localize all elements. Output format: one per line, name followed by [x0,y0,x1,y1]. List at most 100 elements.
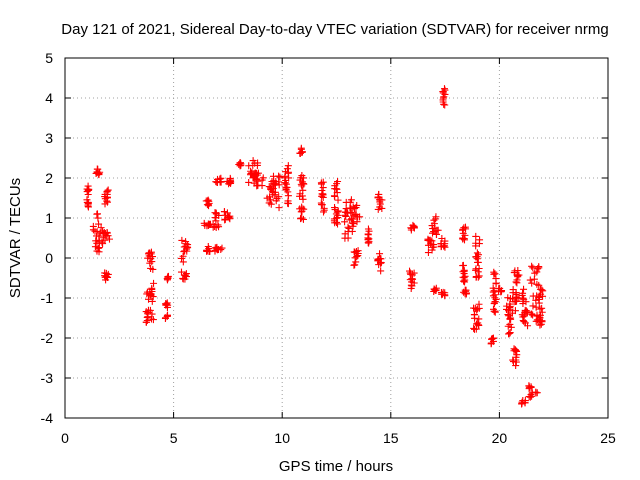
data-point [349,222,357,230]
data-point [460,266,468,274]
data-point [317,199,325,207]
data-point [226,178,234,186]
data-point [459,268,467,276]
data-point [97,224,105,232]
data-point [144,254,152,262]
data-point [102,276,110,284]
data-point [509,356,517,364]
data-point [520,295,528,303]
data-point [251,169,259,177]
data-point [91,243,99,251]
data-point [352,258,360,266]
data-point [203,246,211,254]
data-point [103,229,111,237]
data-point [331,206,339,214]
data-point [299,195,307,203]
data-point [462,286,470,294]
y-tick-label: 3 [45,130,53,146]
data-point [505,312,513,320]
data-point [472,232,480,240]
data-point [353,249,361,257]
x-tick-label: 15 [383,430,399,446]
data-point [95,232,103,240]
data-point [267,196,275,204]
data-point [297,215,305,223]
data-point [528,262,536,270]
data-point [529,264,537,272]
data-point [91,227,99,235]
data-point [224,213,232,221]
data-point [179,274,187,282]
data-point [365,227,373,235]
data-point [95,248,103,256]
data-point [148,297,156,305]
data-point [513,297,521,305]
data-point [83,198,91,206]
data-point [348,227,356,235]
data-point [441,237,449,245]
data-point [283,165,291,173]
data-point [459,226,467,234]
data-point [225,180,233,188]
chart-title: Day 121 of 2021, Sidereal Day-to-day VTE… [61,21,608,38]
data-point [296,190,304,198]
data-point [410,224,418,232]
data-point [267,200,275,208]
data-point [245,178,253,186]
data-point [331,182,339,190]
data-point [272,197,280,205]
data-point [510,347,518,355]
data-point [406,267,414,275]
data-point [347,208,355,216]
data-point [177,268,185,276]
data-point [441,289,449,297]
data-point [317,180,325,188]
data-point [514,272,522,280]
data-point [284,192,292,200]
data-point [346,216,354,224]
data-point [527,391,535,399]
data-point [148,253,156,261]
y-tick-label: -1 [41,290,54,306]
data-point [253,181,261,189]
data-point [519,289,527,297]
data-point [276,173,284,181]
data-point [282,183,290,191]
data-point [491,270,499,278]
data-point [530,275,538,283]
data-point [408,282,416,290]
plot-frame [64,57,609,419]
data-point [506,320,514,328]
data-point [430,228,438,236]
data-point [263,194,271,202]
data-point [536,321,544,329]
data-point [475,272,483,280]
data-point [529,311,537,319]
data-point [258,176,266,184]
data-point [513,294,521,302]
data-point [538,308,546,316]
data-point [492,279,500,287]
data-point [538,317,546,325]
data-point [184,244,192,252]
data-point [297,174,305,182]
data-point [164,301,172,309]
data-point [299,215,307,223]
data-point [220,208,228,216]
data-point [528,279,536,287]
y-tick-label: -4 [41,410,54,426]
data-point [341,230,349,238]
data-point [252,176,260,184]
data-point [319,184,327,192]
data-point [178,236,186,244]
data-point [518,400,526,408]
data-point [364,231,372,239]
data-point [89,222,97,230]
data-point [353,201,361,209]
data-point [535,313,543,321]
y-tick-label: -3 [41,370,54,386]
data-point [459,262,467,270]
data-point [105,235,113,243]
data-point [496,284,504,292]
data-point [430,220,438,228]
